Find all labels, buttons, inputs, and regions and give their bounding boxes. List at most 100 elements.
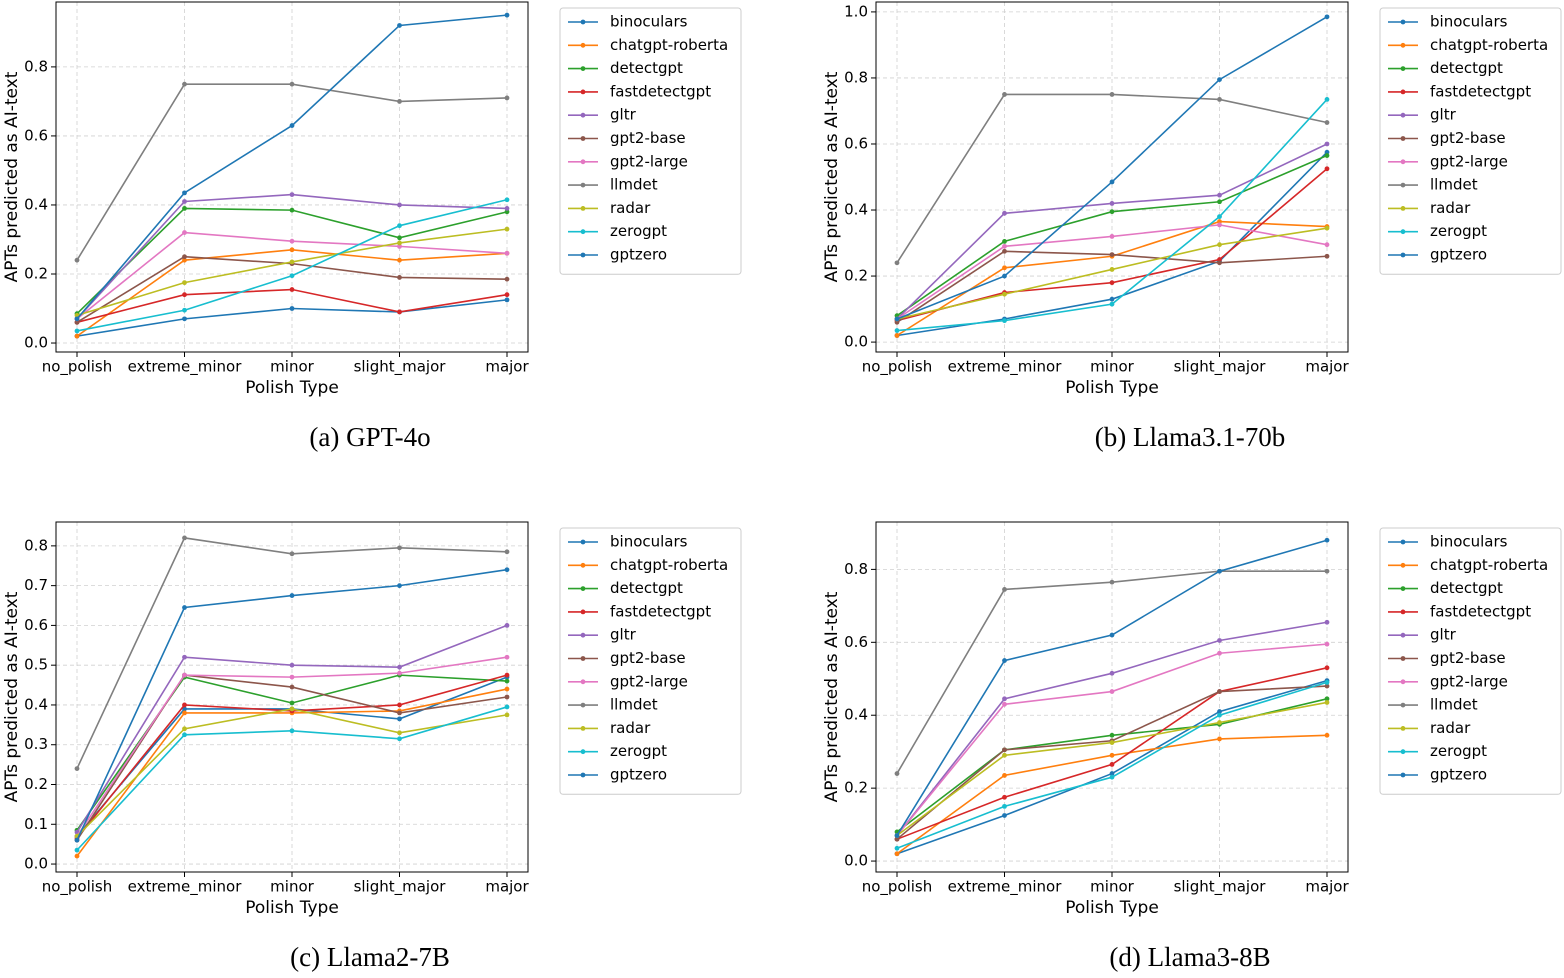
legend-label: gltr [1430,106,1457,124]
data-point [504,95,510,101]
data-point [289,684,295,690]
data-point [1324,700,1330,705]
y-axis-label: APTs predicted as AI-text [822,71,842,282]
data-point [182,199,187,204]
legend-marker [580,136,586,141]
data-point [1217,736,1222,742]
data-point [1109,689,1115,694]
data-point [182,280,187,286]
data-point [1324,141,1330,147]
x-tick-label: extreme_minor [948,878,1063,897]
legend-marker [1400,252,1406,258]
legend-marker [1400,112,1406,118]
data-point [289,259,295,265]
x-axis-label: Polish Type [245,378,339,398]
y-tick-label: 0.6 [24,126,48,144]
legend-marker [580,749,586,755]
caption: (c) Llama2-7B [290,942,450,972]
legend-marker [1400,136,1406,141]
data-point [504,686,510,692]
data-point [1109,201,1115,206]
y-tick-label: 0.6 [24,616,48,634]
data-point [1109,234,1115,239]
data-point [504,704,510,710]
legend-label: gpt2-base [1430,129,1506,147]
legend-box [559,7,742,275]
data-point [397,202,402,208]
legend-label: gpt2-large [610,152,688,170]
data-point [1002,587,1007,592]
data-point [182,316,187,322]
data-point [1217,689,1222,694]
data-point [894,333,900,338]
y-tick-label: 0.0 [844,852,868,870]
legend-label: gpt2-base [610,129,686,147]
legend-marker [580,229,586,235]
data-point [182,230,187,235]
legend-marker [580,66,586,71]
x-tick-label: slight_major [1174,358,1267,377]
data-point [397,710,402,716]
data-point [1217,650,1222,656]
data-point [1324,120,1330,125]
y-tick-label: 0.2 [844,267,868,285]
legend-marker [580,726,586,731]
data-point [894,328,900,333]
data-point [894,316,900,322]
data-point [1002,696,1007,702]
y-tick-label: 0.6 [844,134,868,152]
data-point [504,209,510,215]
data-point [397,243,402,249]
data-point [289,728,295,734]
data-point [397,275,402,280]
data-point [182,654,187,660]
data-point [289,593,295,598]
data-point [1002,658,1007,663]
data-point [504,549,510,555]
legend-marker [1400,182,1406,188]
y-axis-label: APTs predicted as AI-text [2,591,22,802]
legend-label: llmdet [1430,176,1478,194]
data-point [1217,257,1222,262]
y-tick-label: 0.5 [24,656,48,674]
data-point [1217,77,1222,82]
legend-label: fastdetectgpt [610,602,711,620]
legend-marker [580,112,586,118]
data-point [1324,97,1330,102]
y-axis-label: APTs predicted as AI-text [2,71,22,282]
data-point [397,545,402,551]
data-point [182,307,187,313]
legend-label: gpt2-large [610,672,688,690]
legend-marker [580,679,586,685]
data-point [1002,794,1007,800]
plot-frame [875,521,1349,873]
legend-marker [1400,42,1406,48]
legend-marker [1400,656,1406,661]
legend-marker [580,656,586,661]
legend-marker [1400,749,1406,755]
x-tick-label: slight_major [354,358,447,377]
data-point [504,197,510,203]
y-tick-label: 0.3 [24,735,48,753]
data-point [1217,568,1222,574]
legend-marker [1400,702,1406,708]
legend-label: binoculars [610,533,688,551]
data-point [1217,242,1222,248]
data-point [289,706,295,712]
x-tick-label: extreme_minor [948,358,1063,377]
x-tick-label: slight_major [1174,878,1267,897]
legend-label: gptzero [1430,246,1487,264]
chart-panel: 0.0 0.2 0.4 0.6 0.8 1.0 no_polish extreme_minor… [822,1,1562,452]
chart-panel: 0.0 0.1 0.2 0.3 0.4 0.5 0.6 0.7 0.8 no_polish extr… [2,521,742,972]
caption: (d) Llama3-8B [1109,942,1270,972]
data-point [1324,665,1330,671]
data-point [289,674,295,680]
legend-box [559,527,742,795]
data-point [1217,199,1222,205]
y-tick-label: 0.8 [844,560,868,578]
legend-label: detectgpt [610,59,683,77]
x-tick-label: no_polish [42,878,113,897]
legend-marker [580,159,586,165]
data-point [1324,149,1330,155]
data-point [894,833,900,838]
